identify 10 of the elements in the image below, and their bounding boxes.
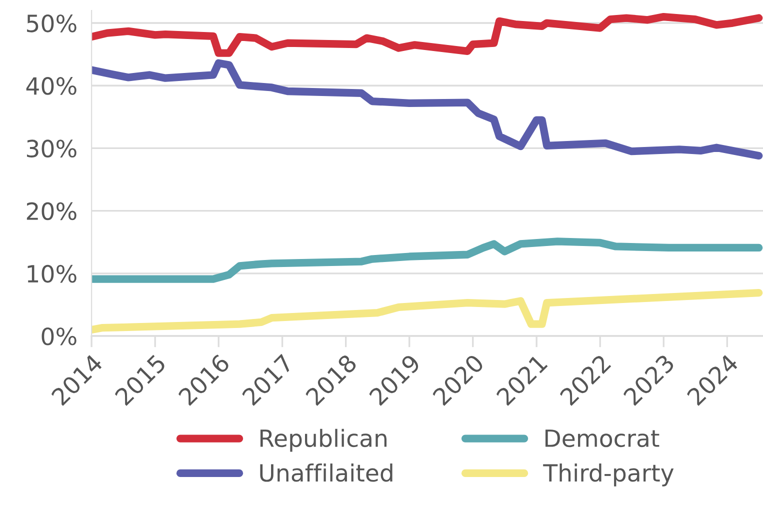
legend-label: Republican xyxy=(260,428,387,452)
legend-label: Third-party xyxy=(543,464,674,486)
y-tick-label: 50% xyxy=(27,14,76,32)
y-tick-label: 40% xyxy=(26,77,76,95)
legend-label: Democrat xyxy=(545,430,660,448)
y-tick-label: 30% xyxy=(26,140,76,158)
y-tick-label: 0% xyxy=(42,327,76,346)
y-tick-label: 10% xyxy=(28,264,76,283)
legend-label: Unaffilaited xyxy=(260,464,392,482)
y-tick-label: 20% xyxy=(26,202,76,220)
